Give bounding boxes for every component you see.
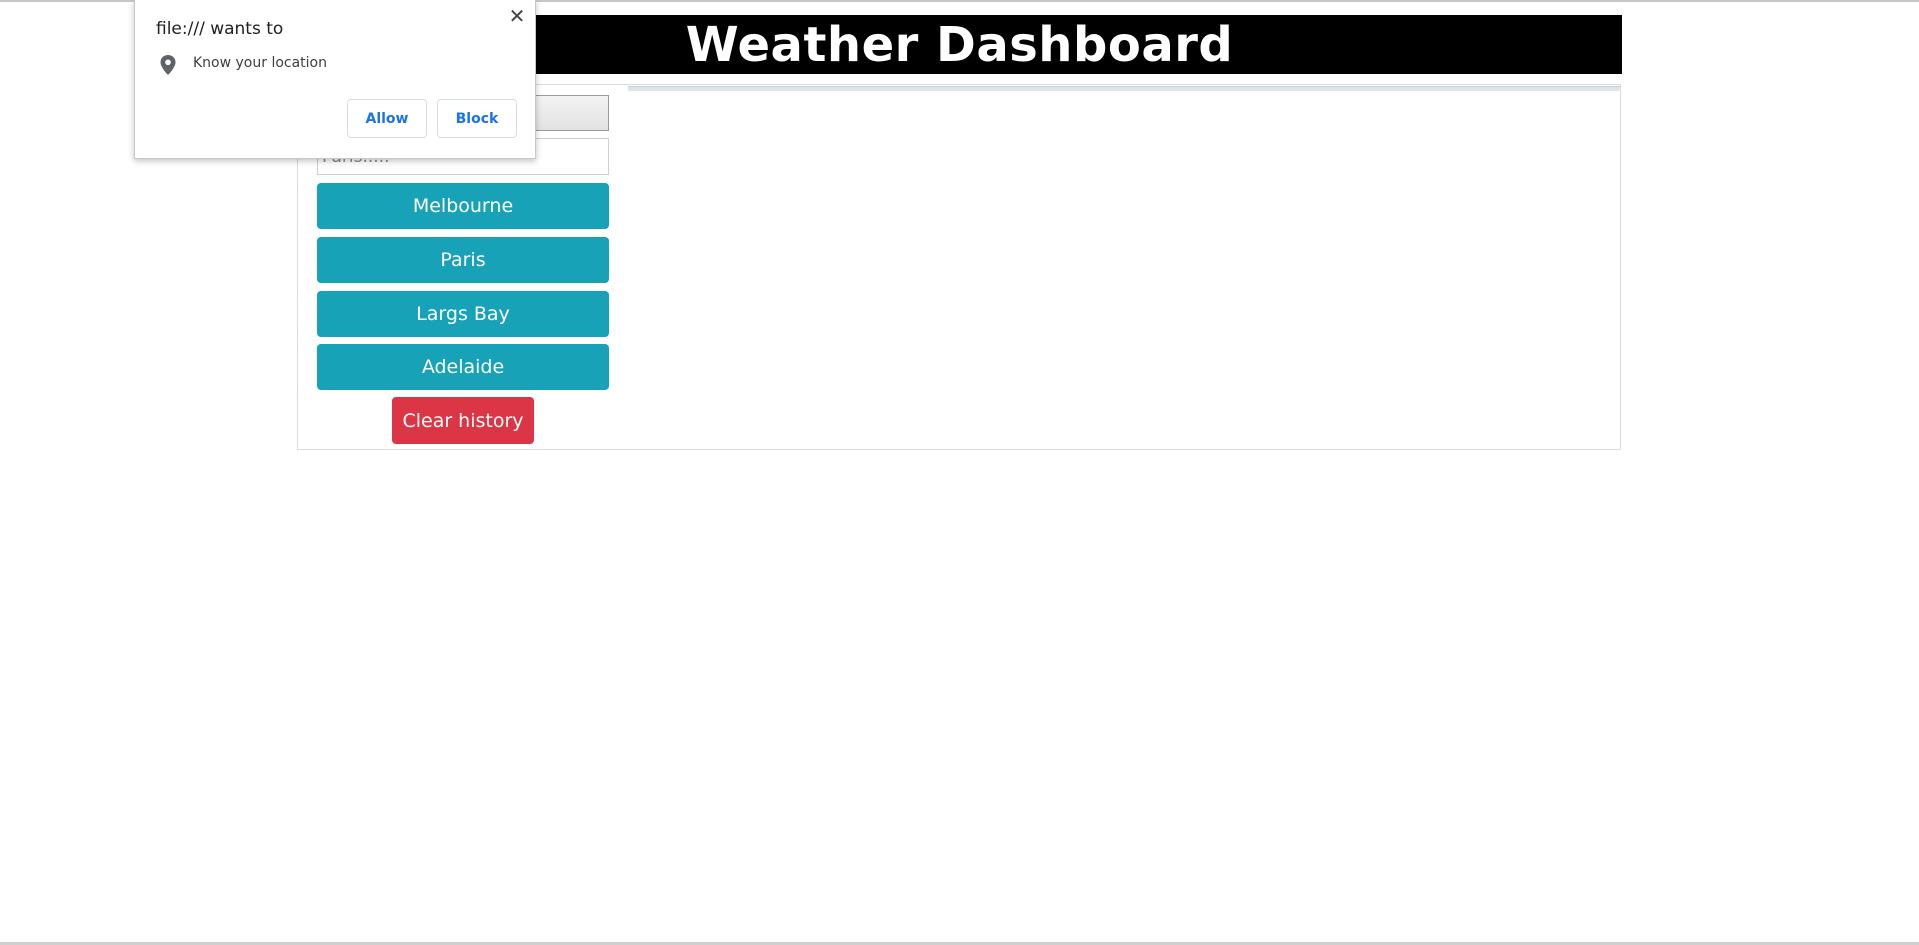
close-icon[interactable]: ✕ (508, 4, 526, 28)
location-permission-popup: file:/// wants to ✕ Know your location A… (134, 0, 536, 159)
clear-history-button[interactable]: Clear history (392, 397, 534, 444)
allow-button[interactable]: Allow (347, 99, 427, 138)
history-city-button[interactable]: Melbourne (317, 183, 609, 229)
permission-description: Know your location (193, 55, 327, 71)
window-top-edge (0, 0, 1919, 2)
popup-title: file:/// wants to (156, 19, 284, 39)
history-city-button[interactable]: Adelaide (317, 344, 609, 390)
history-city-button[interactable]: Paris (317, 237, 609, 283)
forecast-divider (628, 86, 1621, 91)
block-button[interactable]: Block (437, 99, 517, 138)
page-title: Weather Dashboard (685, 16, 1234, 73)
window-bottom-edge (0, 942, 1919, 945)
history-city-button[interactable]: Largs Bay (317, 291, 609, 337)
location-pin-icon (160, 55, 176, 75)
